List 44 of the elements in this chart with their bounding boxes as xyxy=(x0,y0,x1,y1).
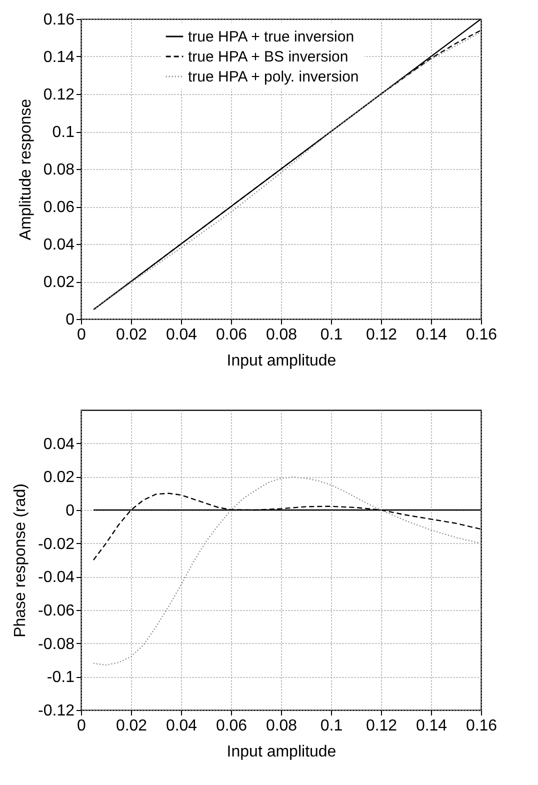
y-tick-label: -0.12 xyxy=(38,702,75,720)
x-axis-title: Input amplitude xyxy=(226,352,336,370)
x-tick-label: 0.04 xyxy=(166,718,198,734)
x-tick-label: 0.12 xyxy=(366,326,398,344)
y-tick-label: 0.02 xyxy=(43,469,75,486)
legend-label: true HPA + poly. inversion xyxy=(188,68,359,86)
legend-label: true HPA + true inversion xyxy=(188,28,354,46)
x-tick-label: 0.02 xyxy=(116,718,148,734)
x-tick-label: 0.08 xyxy=(266,326,298,344)
line-series xyxy=(92,476,481,666)
y-tick-label: 0.1 xyxy=(52,124,75,141)
x-tick-label: 0.14 xyxy=(416,718,448,734)
y-tick-label: -0.06 xyxy=(38,602,75,620)
y-tick-label: 0.16 xyxy=(43,12,75,28)
y-axis-title: Phase response (rad) xyxy=(12,484,30,638)
x-tick-label: 0.12 xyxy=(366,718,398,734)
y-tick-label: 0.12 xyxy=(43,86,75,104)
x-tick-label: 0.14 xyxy=(416,326,448,344)
x-tick-label: 0.16 xyxy=(466,326,498,344)
y-tick-label: 0.04 xyxy=(43,236,75,254)
y-tick-label: -0.02 xyxy=(38,536,75,553)
x-tick-label: 0.06 xyxy=(216,718,248,734)
y-tick-label: -0.04 xyxy=(38,569,75,586)
y-tick-label: 0 xyxy=(66,502,75,520)
x-tick-label: 0 xyxy=(77,718,86,734)
y-tick-label: 0.08 xyxy=(43,162,75,178)
x-tick-label: 0.16 xyxy=(466,718,498,734)
x-axis-title: Input amplitude xyxy=(226,744,336,760)
x-tick-label: 0.04 xyxy=(166,326,198,344)
x-tick-label: 0.08 xyxy=(266,718,298,734)
y-tick-label: -0.08 xyxy=(38,636,75,653)
x-tick-label: 0.02 xyxy=(116,326,148,344)
y-tick-label: 0 xyxy=(66,312,75,328)
y-tick-label: 0.04 xyxy=(43,436,75,453)
x-tick-label: 0.06 xyxy=(216,326,248,344)
legend-label: true HPA + BS inversion xyxy=(188,48,348,66)
y-tick-label: 0.14 xyxy=(43,49,75,66)
y-tick-label: -0.1 xyxy=(46,669,75,686)
x-tick-label: 0.1 xyxy=(320,326,343,344)
y-tick-label: 0.06 xyxy=(43,199,75,216)
y-tick-label: 0.02 xyxy=(43,274,75,291)
x-tick-label: 0 xyxy=(77,326,86,344)
y-axis-title: Amplitude response xyxy=(17,98,34,240)
x-tick-label: 0.1 xyxy=(320,718,343,734)
